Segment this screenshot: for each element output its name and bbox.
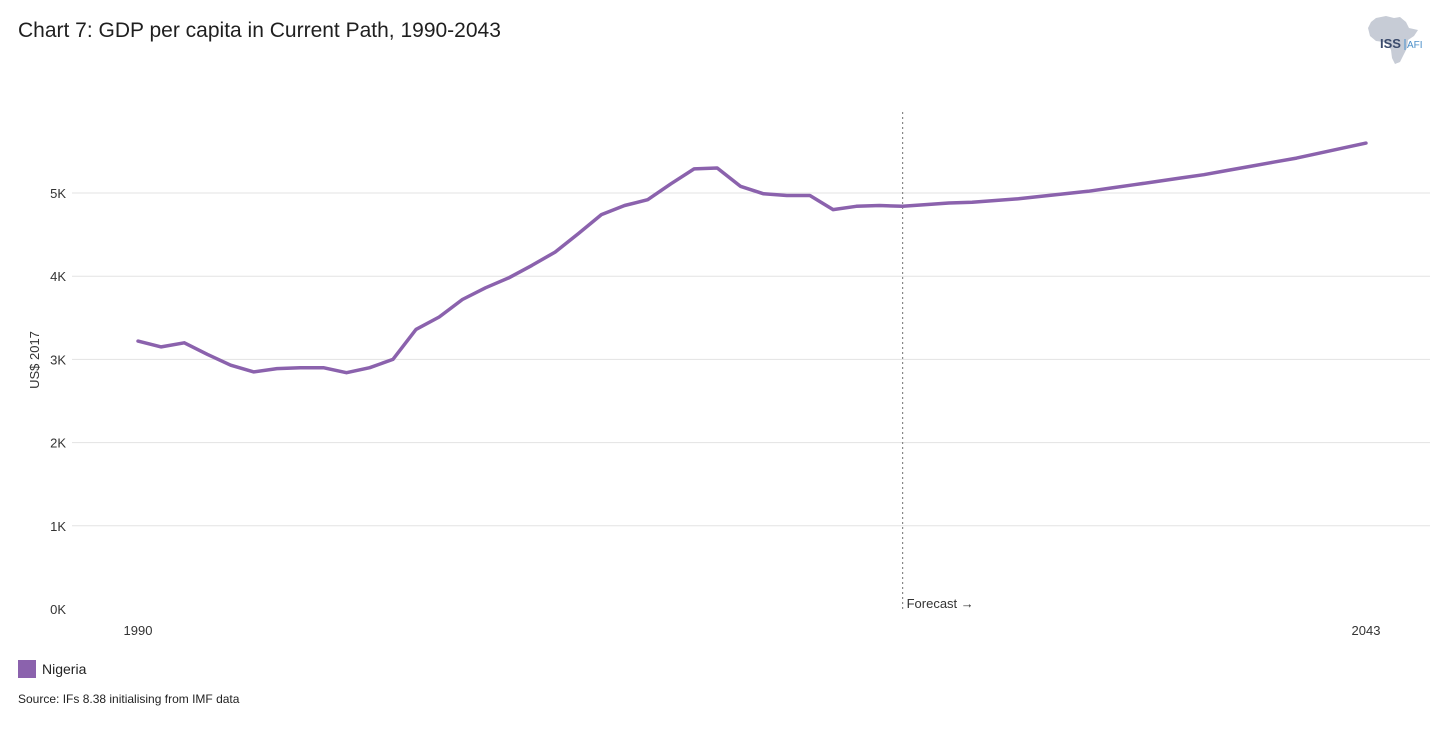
y-tick-label: 3K <box>50 352 66 367</box>
iss-afi-logo: ISS AFI <box>1368 16 1422 64</box>
source-note: Source: IFs 8.38 initialising from IMF d… <box>18 692 240 706</box>
y-tick-label: 1K <box>50 519 66 534</box>
logo-text-iss: ISS <box>1380 36 1401 51</box>
y-tick-label: 4K <box>50 269 66 284</box>
y-tick-label: 5K <box>50 186 66 201</box>
grid-lines <box>72 192 1430 527</box>
y-axis-title: US$ 2017 <box>27 331 42 389</box>
africa-map-shape <box>1368 16 1418 64</box>
legend-swatch-nigeria <box>18 660 36 678</box>
y-axis-ticks: 0K 1K 2K 3K 4K 5K <box>50 186 66 617</box>
y-tick-label: 2K <box>50 436 66 451</box>
logo-text-afi: AFI <box>1407 40 1422 51</box>
x-axis-ticks: 1990 2043 <box>124 623 1381 638</box>
forecast-label: Forecast → <box>907 596 974 611</box>
series-line-nigeria <box>136 141 1368 375</box>
x-tick-label: 1990 <box>124 623 153 638</box>
series-lines <box>136 141 1368 375</box>
legend: Nigeria <box>18 660 86 678</box>
y-tick-label: 0K <box>50 602 66 617</box>
x-tick-label: 2043 <box>1352 623 1381 638</box>
legend-label-nigeria: Nigeria <box>42 661 87 677</box>
chart-title: Chart 7: GDP per capita in Current Path,… <box>18 19 501 42</box>
